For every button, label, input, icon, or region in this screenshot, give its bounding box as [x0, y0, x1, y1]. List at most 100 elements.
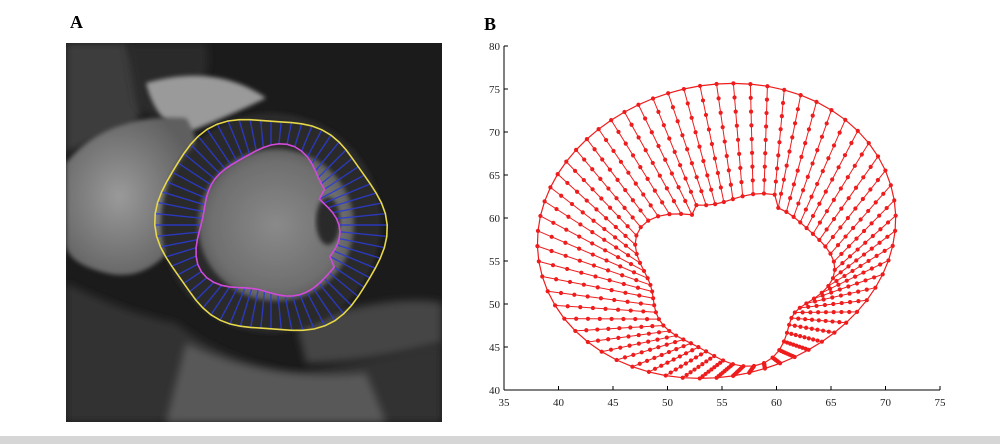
chart-point [603, 137, 609, 143]
chart-point [689, 161, 695, 166]
chart-point [779, 113, 784, 119]
chart-point [854, 309, 860, 314]
chart-point [630, 198, 635, 203]
chart-point [577, 234, 582, 239]
chart-point [798, 92, 803, 98]
chart-point [623, 187, 628, 193]
chart-point [650, 96, 656, 101]
chart-point [644, 317, 650, 322]
x-tick-label: 45 [608, 397, 620, 409]
chart-point [831, 216, 837, 222]
y-tick-label: 60 [489, 213, 501, 225]
mri-spoke [202, 284, 223, 309]
chart-point [535, 244, 540, 249]
chart-point [713, 202, 718, 207]
y-tick-label: 80 [489, 41, 501, 53]
chart-point [590, 187, 595, 192]
chart-point [732, 95, 737, 100]
chart-point [853, 274, 858, 279]
chart-point [595, 285, 600, 290]
chart-point [652, 366, 658, 371]
x-tick-label: 75 [935, 397, 947, 409]
mri-spoke [177, 263, 199, 276]
mri-spoke [171, 171, 209, 193]
chart-point [762, 164, 767, 169]
chart-point [844, 320, 849, 325]
chart-point [875, 177, 881, 183]
chart-point [846, 264, 851, 269]
chart-point [574, 316, 579, 321]
chart-point [690, 348, 695, 353]
mri-spoke [336, 244, 381, 259]
chart-point [680, 375, 685, 380]
chart-point [864, 298, 869, 303]
chart-point [616, 335, 621, 340]
chart-point [565, 266, 570, 272]
chart-point [697, 376, 702, 381]
chart-point [648, 203, 653, 208]
chart-point [815, 148, 820, 153]
chart-point [845, 175, 850, 180]
chart-point [886, 258, 891, 263]
mri-spoke [238, 119, 251, 155]
chart-point [789, 315, 794, 321]
chart-point [864, 287, 869, 292]
mri-spoke [291, 295, 304, 331]
chart-point [638, 301, 643, 306]
chart-point [843, 234, 848, 239]
y-tick-label: 40 [489, 385, 501, 397]
mri-spoke [323, 277, 352, 306]
chart-point [714, 375, 719, 380]
y-tick-label: 55 [489, 256, 501, 268]
mri-spoke [299, 294, 315, 330]
chart-point [672, 149, 677, 154]
mri-spoke [323, 183, 371, 204]
mri-spoke [336, 213, 386, 220]
mri-spoke [333, 250, 376, 269]
chart-point [672, 339, 678, 345]
chart-point [641, 309, 646, 314]
chart-point [824, 121, 829, 126]
chart-point [712, 156, 718, 161]
chart-point [803, 207, 808, 212]
chart-point [574, 189, 580, 194]
chart-point [647, 347, 653, 352]
chart-point [842, 273, 847, 279]
chart-point [652, 303, 657, 308]
chart-point [803, 141, 808, 146]
chart-point [628, 261, 634, 267]
chart-point [631, 270, 637, 275]
x-tick-label: 50 [662, 397, 674, 409]
chart-point [673, 367, 678, 372]
chart-point [536, 259, 541, 264]
chart-point [697, 83, 703, 89]
chart-point [660, 200, 665, 205]
chart-point [721, 358, 726, 363]
chart-point [664, 342, 669, 347]
chart-point [863, 278, 868, 283]
chart-point [872, 275, 877, 280]
chart-point [720, 125, 725, 130]
chart-point [784, 330, 790, 335]
mri-spoke [284, 295, 293, 331]
chart-point [856, 299, 861, 304]
chart-point [806, 127, 812, 132]
chart-point [669, 171, 674, 176]
chart-point [638, 208, 643, 213]
chart-point [826, 283, 831, 289]
chart-point [602, 226, 607, 232]
chart-point [796, 316, 801, 321]
chart-point [621, 281, 626, 287]
chart-point [839, 300, 844, 306]
chart-point [629, 122, 634, 127]
chart-point [784, 209, 789, 214]
chart-point [666, 349, 672, 355]
x-tick-label: 70 [880, 397, 892, 409]
mri-spoke [197, 135, 226, 170]
chart-point [562, 316, 567, 321]
chart-point [838, 293, 843, 298]
chart-point [733, 109, 738, 114]
chart-point [748, 109, 754, 114]
chart-point [685, 101, 690, 106]
